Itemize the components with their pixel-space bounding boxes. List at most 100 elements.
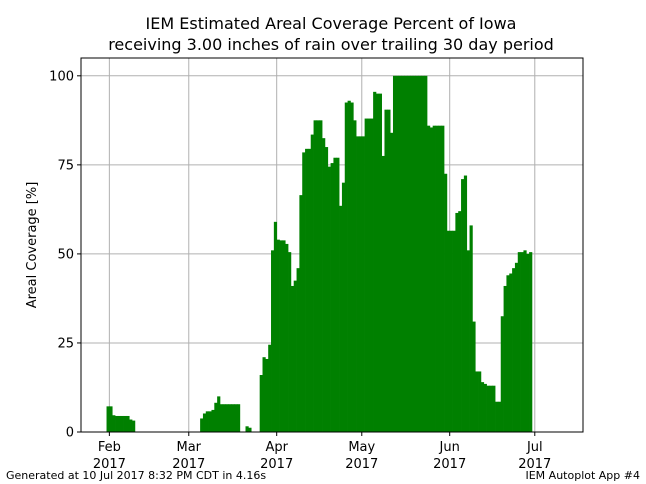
bar xyxy=(353,120,357,432)
chart-subtitle: receiving 3.00 inches of rain over trail… xyxy=(108,35,554,54)
bar xyxy=(395,75,399,432)
bar xyxy=(245,426,249,432)
bar xyxy=(441,125,445,433)
plot-frame xyxy=(80,57,584,433)
bar xyxy=(497,401,502,432)
bar xyxy=(279,240,283,432)
bar xyxy=(282,240,286,432)
bar xyxy=(316,120,320,432)
bar xyxy=(421,75,425,432)
bar xyxy=(288,252,292,432)
bar xyxy=(330,163,334,432)
bar xyxy=(375,93,380,433)
bar xyxy=(466,250,470,432)
bar xyxy=(200,418,204,432)
bar xyxy=(529,252,533,432)
bar xyxy=(398,75,402,432)
bar xyxy=(478,371,482,432)
bar xyxy=(390,132,394,433)
chart-title: IEM Estimated Areal Coverage Percent of … xyxy=(146,14,517,33)
bar xyxy=(517,252,521,432)
x-tick-label: Feb 2017 xyxy=(93,440,126,472)
bar xyxy=(319,120,323,432)
bar xyxy=(322,138,326,432)
bar xyxy=(463,175,468,433)
bar xyxy=(378,93,382,433)
bar xyxy=(520,252,524,432)
bar xyxy=(438,125,442,433)
bar xyxy=(248,427,252,432)
bar xyxy=(367,118,371,433)
bar xyxy=(370,118,374,433)
x-tick-label: Apr 2017 xyxy=(260,440,293,472)
bar xyxy=(412,75,417,432)
bar xyxy=(109,406,113,432)
x-tick-label: May 2017 xyxy=(345,440,378,472)
bar xyxy=(120,415,124,432)
bar xyxy=(339,205,343,432)
bar xyxy=(452,230,456,432)
x-axis: Feb 2017 Mar 2017 Apr 2017 May 2017 Jun 2017 Jul 20… xyxy=(93,432,551,472)
bar xyxy=(455,212,459,432)
bar xyxy=(480,382,485,432)
bar-series xyxy=(106,75,533,433)
bar xyxy=(503,285,507,432)
bar xyxy=(123,415,127,432)
bar xyxy=(106,406,110,432)
y-axis-label: Areal Coverage [%] xyxy=(25,182,40,309)
bar xyxy=(117,415,122,432)
bar xyxy=(472,321,476,432)
bar xyxy=(435,125,439,433)
bar xyxy=(509,273,513,432)
bar xyxy=(469,225,473,432)
bar xyxy=(205,411,209,432)
x-tick-label: Jul 2017 xyxy=(518,440,551,472)
bar xyxy=(486,385,490,432)
bar xyxy=(202,413,207,432)
bar xyxy=(302,152,306,432)
bar xyxy=(415,75,419,432)
bar xyxy=(219,404,224,432)
bar xyxy=(427,125,431,433)
bar xyxy=(523,250,527,432)
bar xyxy=(429,127,434,433)
bar xyxy=(273,221,278,432)
app-credit: IEM Autoplot App #4 xyxy=(525,469,640,482)
bar xyxy=(409,75,414,432)
bar xyxy=(324,147,329,433)
bar xyxy=(341,182,346,432)
bar xyxy=(489,385,493,432)
bar xyxy=(364,118,368,433)
bar xyxy=(211,409,215,432)
bar xyxy=(404,75,408,432)
y-tick-label: 0 xyxy=(66,426,74,441)
bar xyxy=(290,285,295,432)
bar xyxy=(234,404,238,432)
bar xyxy=(327,166,331,432)
y-tick-label: 25 xyxy=(57,336,74,351)
bar xyxy=(276,239,280,432)
bar xyxy=(495,401,499,432)
bar xyxy=(418,75,422,432)
y-tick-label: 50 xyxy=(57,247,74,262)
bar xyxy=(208,411,212,432)
bar xyxy=(514,262,519,432)
bar xyxy=(222,404,226,432)
y-tick-label: 100 xyxy=(49,69,74,84)
bar xyxy=(129,419,133,432)
bar xyxy=(296,268,300,432)
bar xyxy=(381,155,385,432)
bar xyxy=(271,250,275,432)
bar xyxy=(259,375,263,432)
bar xyxy=(293,280,297,432)
bar xyxy=(526,253,530,432)
bar xyxy=(373,91,377,432)
bar xyxy=(506,275,510,432)
bar xyxy=(225,404,229,432)
bar xyxy=(512,268,516,432)
bar xyxy=(356,136,360,433)
bar xyxy=(313,120,317,432)
bar xyxy=(132,420,136,432)
bar xyxy=(347,100,351,433)
